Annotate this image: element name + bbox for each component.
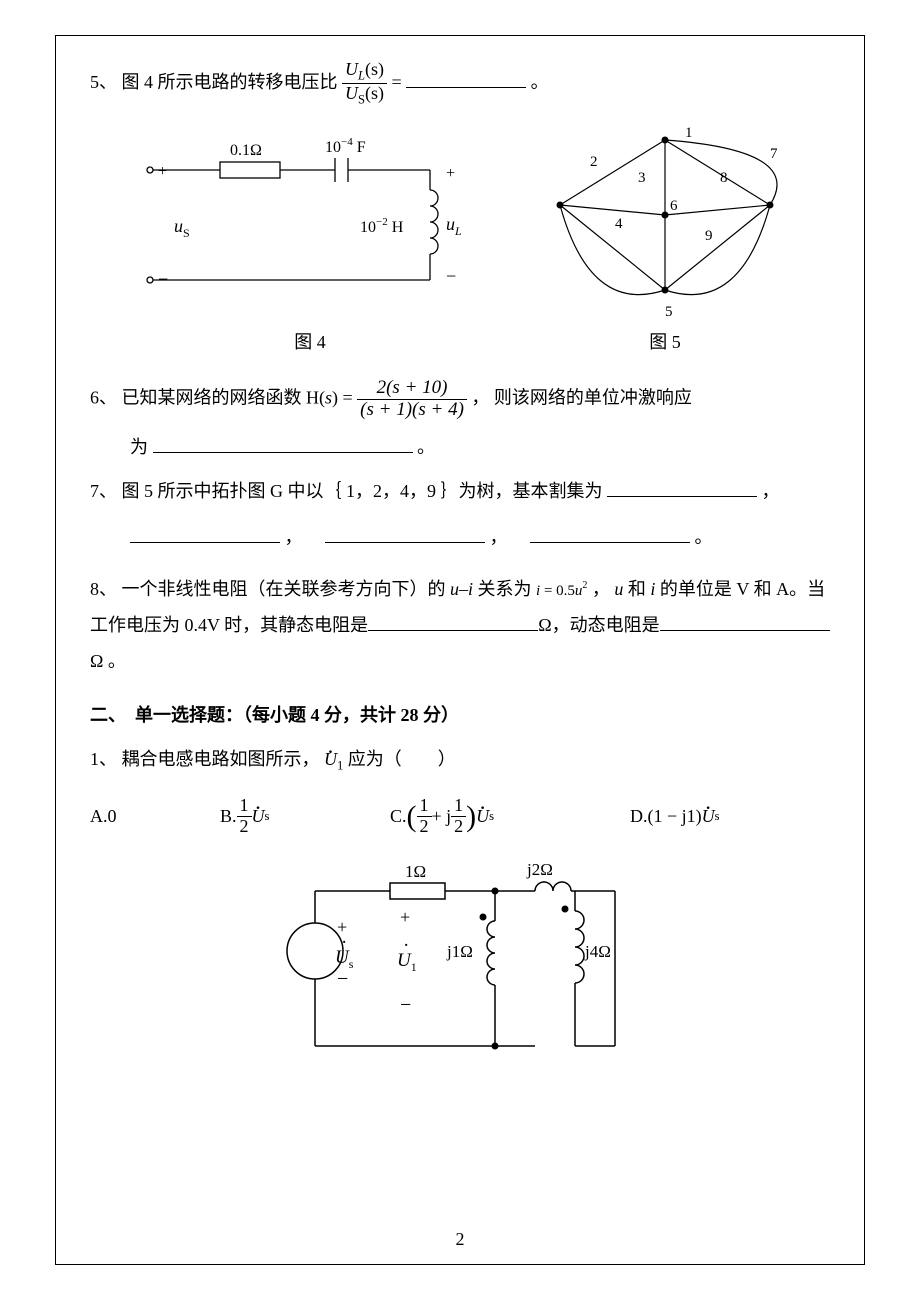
q7-blank-2 [130,525,280,543]
question-7-line2: ， ， 。 [90,519,830,555]
figq21-z4: j4Ω [584,942,611,961]
figq21-r: 1Ω [405,862,426,881]
q6-text-mid: ， 则该网络的单位冲激响应 [471,387,692,407]
fig4-minus-right: − [446,266,456,286]
page-number: 2 [0,1229,920,1250]
figq21-z2: j2Ω [526,860,553,879]
question-7: 7、 图 5 所示中拓扑图 G 中以｛ 1，2，4，9 ｝为树，基本割集为 ， [90,473,830,509]
figq21-z1: j1Ω [446,942,473,961]
svg-text:U1: U1 [397,950,417,974]
fig4-c-label: 10−4 F [325,136,366,156]
figure-q2-1: 1Ω j2Ω j1Ω j4Ω + − · Us + − · U1 [275,851,645,1081]
q5-number: 5、 [90,72,117,92]
question-6: 6、 已知某网络的网络函数 H(s) = 2(s + 10) (s + 1)(s… [90,378,830,421]
q7-number: 7、 [90,481,117,501]
q5-fraction: UL(s) US(s) [342,60,387,108]
q6-text-pre: 已知某网络的网络函数 H( [122,387,326,407]
q8-blank-2 [660,613,830,631]
question-6-line2: 为 。 [90,429,830,465]
fig5-lbl-3: 3 [638,170,646,186]
q5-text-pre: 图 4 所示电路的转移电压比 [122,72,338,92]
fig5-lbl-8: 8 [720,170,728,186]
fig5-lbl-1: 1 [685,125,693,141]
q6-number: 6、 [90,387,117,407]
q7-blank-3 [325,525,485,543]
choice-d: D. (1 − j1) Us [630,796,720,837]
fig4-r-label: 0.1Ω [230,142,262,159]
svg-text:Us: Us [335,947,354,971]
figq21-minus-src: − [337,968,348,990]
q6-fraction: 2(s + 10) (s + 1)(s + 4) [357,378,467,421]
choice-a: A. 0 [90,796,220,837]
q6-blank [153,435,413,453]
question-2-1: 1、 耦合电感电路如图所示， U1 应为（ ） [90,741,830,779]
figure-5: 1 2 3 4 5 6 7 8 9 [530,120,800,320]
figq21-us: · Us [335,932,354,971]
figure-4: 0.1Ω 10−4 F 10−2 H + − uS + − uL [130,120,490,310]
q5-blank [406,70,526,88]
fig5-caption: 图 5 [530,328,800,354]
fig5-lbl-9: 9 [705,228,713,244]
fig4-l-label: 10−2 H [360,216,404,236]
fig4-plus-right: + [446,165,455,182]
fig4-minus-left: − [158,269,168,289]
figq21-plus-u1: + [400,907,410,927]
fig5-lbl-2: 2 [590,154,598,170]
q5-equals: = [392,72,402,92]
figq21-u1: · U1 [397,935,417,974]
q7-blank-1 [607,479,757,497]
fig4-caption: 图 4 [130,328,490,354]
question-8: 8、 一个非线性电阻（在关联参考方向下）的 u–i 关系为 i = 0.5u2 … [90,571,830,679]
q5-tail: 。 [531,72,549,92]
question-5: 5、 图 4 所示电路的转移电压比 UL(s) US(s) = 。 [90,60,830,108]
q7-text: 图 5 所示中拓扑图 G 中以｛ 1，2，4，9 ｝为树，基本割集为 [122,481,603,501]
fig5-lbl-5: 5 [665,304,673,320]
q2-1-choices: A. 0 B. 12 Us C. ( 12 + j 12 ) Us D. (1 … [90,796,830,837]
fig4-plus-left: + [158,163,167,180]
choice-b: B. 12 Us [220,796,390,837]
q2-1-u1: U [324,741,337,777]
q2-1-number: 1、 [90,749,117,769]
fig4-ul: uL [446,214,462,238]
figq21-minus-u1: − [400,994,411,1016]
q8-blank-1 [368,613,538,631]
q8-number: 8、 [90,579,117,599]
fig4-us: uS [174,216,190,240]
fig5-lbl-4: 4 [615,216,623,232]
section-2-heading: 二、 单一选择题：（每小题 4 分，共计 28 分） [90,701,830,727]
fig5-lbl-6: 6 [670,198,678,214]
choice-c: C. ( 12 + j 12 ) Us [390,796,630,837]
fig5-lbl-7: 7 [770,146,778,162]
q7-blank-4 [530,525,690,543]
